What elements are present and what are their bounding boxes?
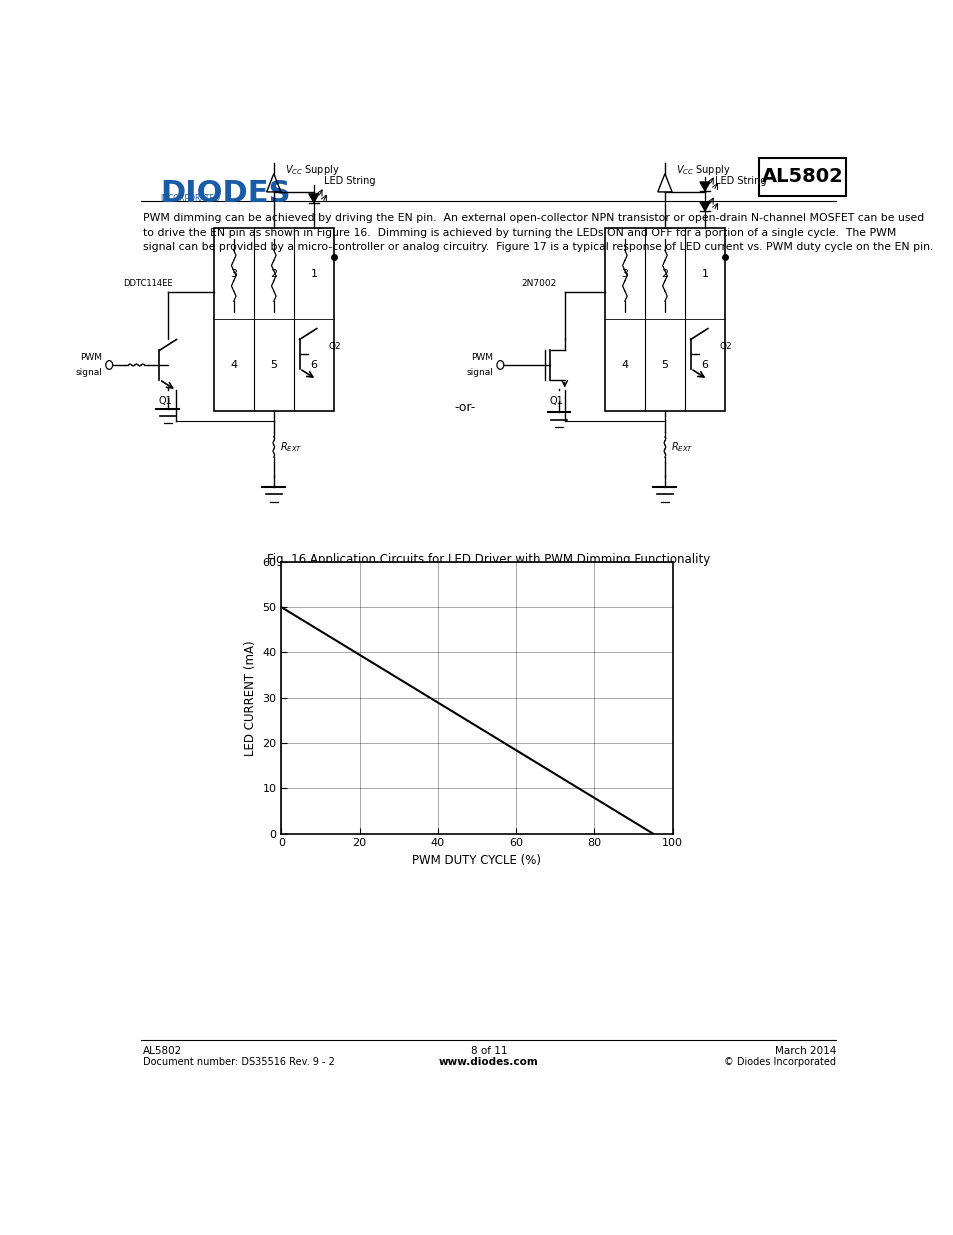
Text: PWM: PWM <box>80 353 102 362</box>
Text: 6: 6 <box>700 359 708 370</box>
Text: LED String: LED String <box>715 177 765 186</box>
Text: 6: 6 <box>310 359 317 370</box>
Text: AL5802: AL5802 <box>143 1046 182 1056</box>
X-axis label: PWM DUTY CYCLE (%): PWM DUTY CYCLE (%) <box>412 855 541 867</box>
Text: Q2: Q2 <box>719 342 731 351</box>
Text: © Diodes Incorporated: © Diodes Incorporated <box>723 1057 836 1067</box>
Text: LED String: LED String <box>323 177 375 186</box>
Text: $R_{EXT}$: $R_{EXT}$ <box>279 440 301 453</box>
Bar <box>213 228 334 410</box>
Text: PWM: PWM <box>471 353 493 362</box>
Text: Q2: Q2 <box>328 342 340 351</box>
Text: Fig. 16 Application Circuits for LED Driver with PWM Dimming Functionality: Fig. 16 Application Circuits for LED Dri… <box>267 553 710 567</box>
Text: -or-: -or- <box>455 401 476 414</box>
Text: Fig. 17 Typical LED current response vs. PWM duty cycle for: Fig. 17 Typical LED current response vs.… <box>313 808 664 821</box>
Text: 8 of 11: 8 of 11 <box>470 1046 507 1056</box>
Text: $V_{CC}$ Supply: $V_{CC}$ Supply <box>676 163 730 177</box>
Text: 3: 3 <box>230 269 237 279</box>
Text: signal: signal <box>75 368 102 377</box>
Text: $V_{CC}$ Supply: $V_{CC}$ Supply <box>285 163 339 177</box>
Text: $R_{EXT}$: $R_{EXT}$ <box>670 440 692 453</box>
Text: 4: 4 <box>620 359 628 370</box>
Text: March 2014: March 2014 <box>774 1046 836 1056</box>
Text: 2: 2 <box>660 269 668 279</box>
Text: 2N7002: 2N7002 <box>521 279 556 288</box>
Text: Q1: Q1 <box>549 396 562 406</box>
Text: signal: signal <box>466 368 493 377</box>
Text: Q1: Q1 <box>158 396 172 406</box>
Bar <box>604 228 724 410</box>
Text: 5: 5 <box>660 359 668 370</box>
Text: 4: 4 <box>230 359 237 370</box>
Text: Document number: DS35516 Rev. 9 - 2: Document number: DS35516 Rev. 9 - 2 <box>143 1057 335 1067</box>
Text: INCORPORATED: INCORPORATED <box>160 194 220 203</box>
Text: Rₑₓₜ = 13Ω at 400Hz PWM frequency: Rₑₓₜ = 13Ω at 400Hz PWM frequency <box>381 820 596 834</box>
Text: 5: 5 <box>270 359 277 370</box>
Text: 1: 1 <box>700 269 708 279</box>
Text: PWM dimming can be achieved by driving the EN pin.  An external open-collector N: PWM dimming can be achieved by driving t… <box>143 212 932 252</box>
Polygon shape <box>309 194 318 203</box>
Text: AL5802: AL5802 <box>760 167 842 186</box>
Text: 1: 1 <box>310 269 317 279</box>
Text: DDTC114EE: DDTC114EE <box>123 279 172 288</box>
Y-axis label: LED CURRENT (mA): LED CURRENT (mA) <box>244 640 256 756</box>
Polygon shape <box>700 182 709 191</box>
Bar <box>758 158 845 196</box>
Text: 3: 3 <box>620 269 628 279</box>
Text: DIODES: DIODES <box>160 179 290 207</box>
Polygon shape <box>700 203 709 211</box>
Text: www.diodes.com: www.diodes.com <box>438 1057 538 1067</box>
Text: 2: 2 <box>270 269 277 279</box>
